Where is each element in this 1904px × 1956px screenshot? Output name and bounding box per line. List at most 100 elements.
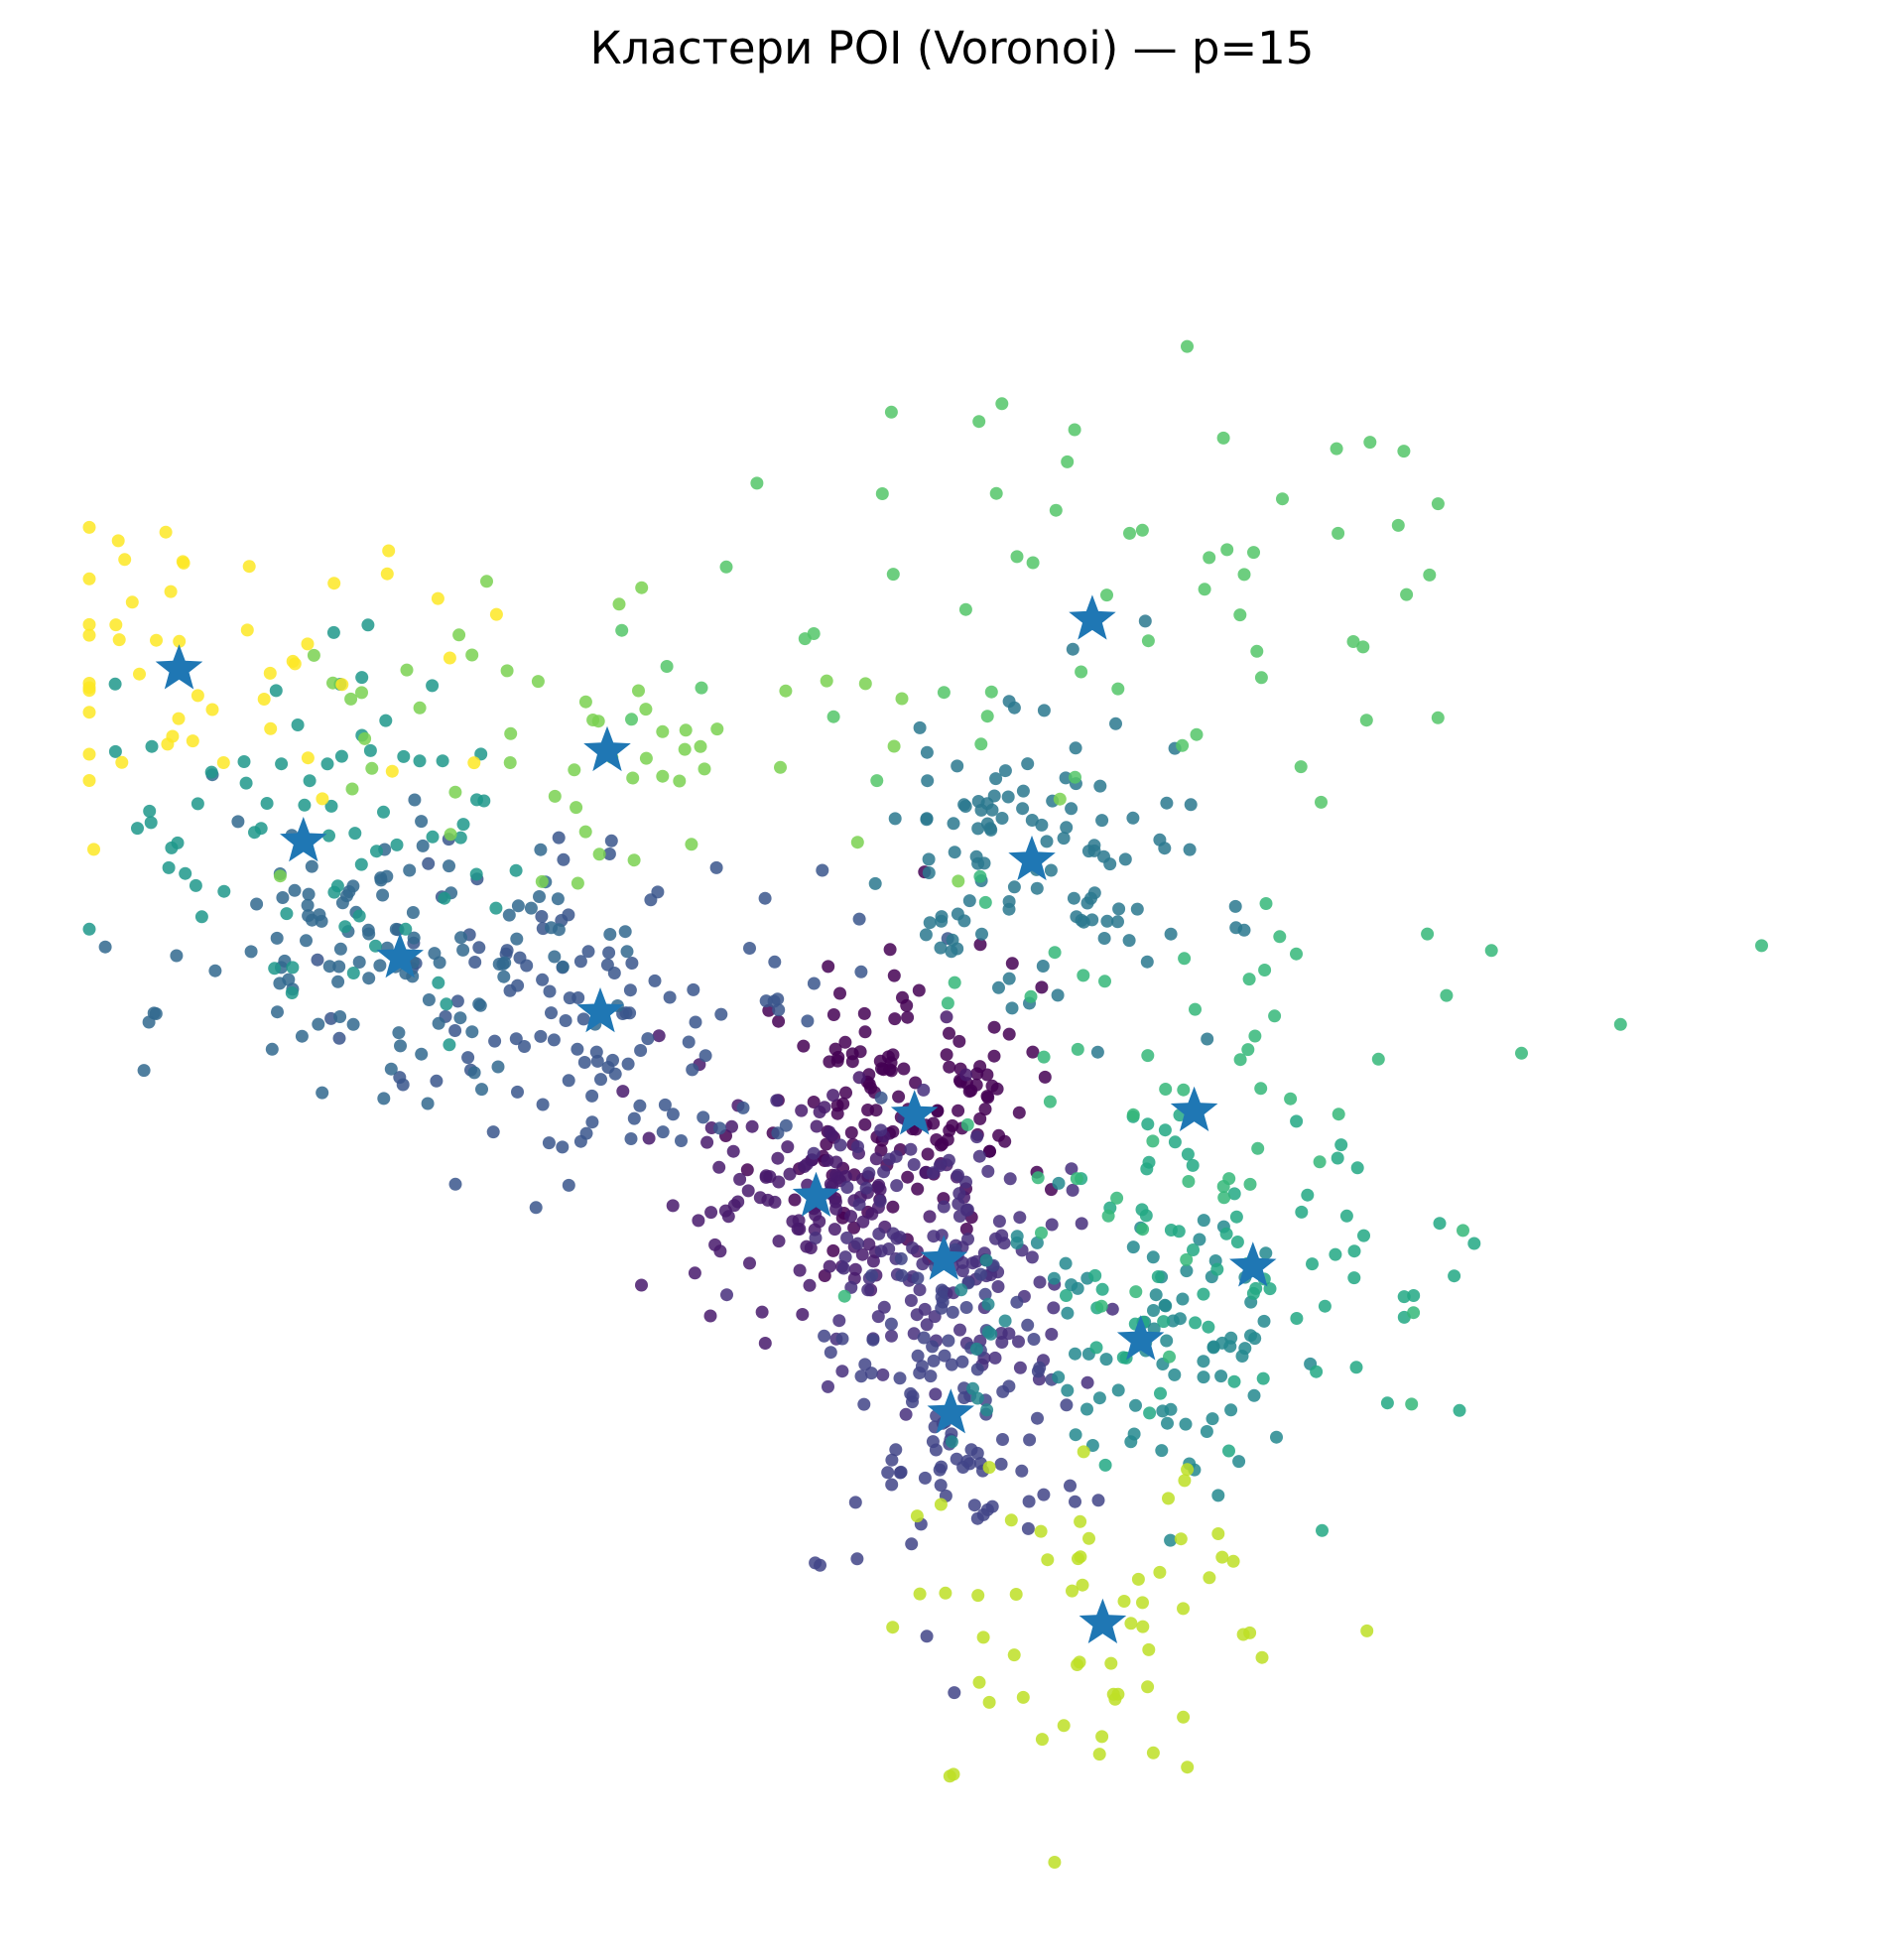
poi-point <box>1347 1271 1361 1285</box>
poi-point <box>1243 1177 1257 1191</box>
poi-point <box>826 710 840 723</box>
poi-point <box>694 739 707 753</box>
poi-point <box>1197 1370 1210 1384</box>
poi-point <box>415 1047 429 1061</box>
poi-point <box>1012 1335 1025 1349</box>
poi-point <box>362 972 376 985</box>
poi-point <box>1045 1328 1059 1341</box>
poi-point <box>988 1351 1002 1365</box>
poi-point <box>1037 704 1051 717</box>
poi-point <box>133 667 146 681</box>
centers-layer <box>155 594 1277 1643</box>
poi-point <box>571 876 584 890</box>
poi-point <box>1030 1236 1044 1249</box>
poi-point <box>1350 1161 1364 1175</box>
poi-point <box>901 1010 915 1024</box>
poi-point <box>1051 988 1065 1002</box>
poi-point <box>1143 1406 1157 1420</box>
poi-point <box>380 567 394 581</box>
poi-point <box>1433 1217 1447 1231</box>
poi-point <box>1069 1495 1081 1508</box>
poi-point <box>1009 1588 1023 1601</box>
poi-point <box>970 1391 984 1405</box>
poi-point <box>370 845 383 858</box>
poi-point <box>959 1223 973 1236</box>
poi-point <box>916 1257 930 1271</box>
poi-point <box>571 991 585 1004</box>
poi-point <box>987 1049 1001 1063</box>
poi-point <box>1316 1523 1329 1537</box>
poi-point <box>837 1289 851 1303</box>
poi-point <box>1210 1262 1224 1276</box>
poi-point <box>275 757 289 771</box>
poi-point <box>492 958 506 971</box>
poi-point <box>1294 760 1308 774</box>
poi-point <box>545 921 558 935</box>
poi-point <box>1080 1375 1094 1389</box>
poi-point <box>889 1149 903 1163</box>
poi-point <box>489 607 503 621</box>
poi-point <box>403 863 417 877</box>
poi-point <box>1371 1052 1385 1066</box>
poi-point <box>288 883 302 897</box>
poi-point <box>835 1332 849 1346</box>
poi-point <box>1237 923 1251 937</box>
poi-point <box>921 1147 935 1161</box>
poi-point <box>941 996 954 1010</box>
poi-point <box>771 1126 785 1140</box>
poi-point <box>231 815 245 829</box>
poi-point <box>1329 1247 1342 1261</box>
poi-point <box>1092 1748 1106 1761</box>
poi-point <box>1332 526 1345 540</box>
poi-point <box>1162 1492 1175 1505</box>
poi-point <box>1181 1463 1195 1477</box>
poi-point <box>885 1478 899 1492</box>
poi-point <box>854 965 868 978</box>
poi-point <box>954 1283 968 1297</box>
poi-point <box>1230 1236 1244 1248</box>
poi-point <box>1071 1042 1084 1056</box>
poi-point <box>987 1020 1001 1034</box>
poi-point <box>431 591 444 605</box>
poi-point <box>1259 1246 1273 1260</box>
poi-point <box>1227 1187 1241 1201</box>
poi-point <box>332 960 346 974</box>
poi-point <box>179 866 192 880</box>
poi-point <box>361 618 375 632</box>
cluster-center-star <box>792 1171 840 1217</box>
poi-point <box>147 1006 161 1020</box>
poi-point <box>625 713 638 726</box>
poi-point <box>1233 608 1247 622</box>
poi-point <box>770 1094 784 1108</box>
poi-point <box>384 1062 398 1076</box>
poi-point <box>346 1017 360 1031</box>
poi-point <box>1254 1082 1268 1096</box>
poi-point <box>700 1135 714 1149</box>
cluster-center-star <box>890 1090 939 1135</box>
poi-point <box>852 912 866 926</box>
poi-point <box>871 1310 885 1324</box>
poi-point <box>886 1048 900 1062</box>
poi-point <box>1306 1257 1319 1271</box>
poi-point <box>1228 899 1242 913</box>
poi-point <box>856 1215 870 1229</box>
poi-point <box>461 1051 475 1065</box>
poi-point <box>269 684 283 698</box>
poi-point <box>1070 1172 1083 1186</box>
poi-point <box>551 892 565 906</box>
poi-point <box>952 1168 964 1182</box>
poi-point <box>922 852 936 866</box>
poi-point <box>973 1267 987 1281</box>
poi-point <box>1189 1316 1203 1330</box>
poi-point <box>945 945 958 959</box>
poi-point <box>731 1195 745 1209</box>
poi-point <box>1061 455 1075 468</box>
poi-point <box>1095 1282 1109 1296</box>
poi-point <box>1453 1403 1466 1417</box>
poi-point <box>1187 1243 1200 1256</box>
poi-point <box>1074 1514 1087 1528</box>
poi-point <box>303 774 317 788</box>
poi-point <box>473 998 487 1012</box>
poi-point <box>1440 988 1454 1002</box>
poi-point <box>276 891 290 904</box>
